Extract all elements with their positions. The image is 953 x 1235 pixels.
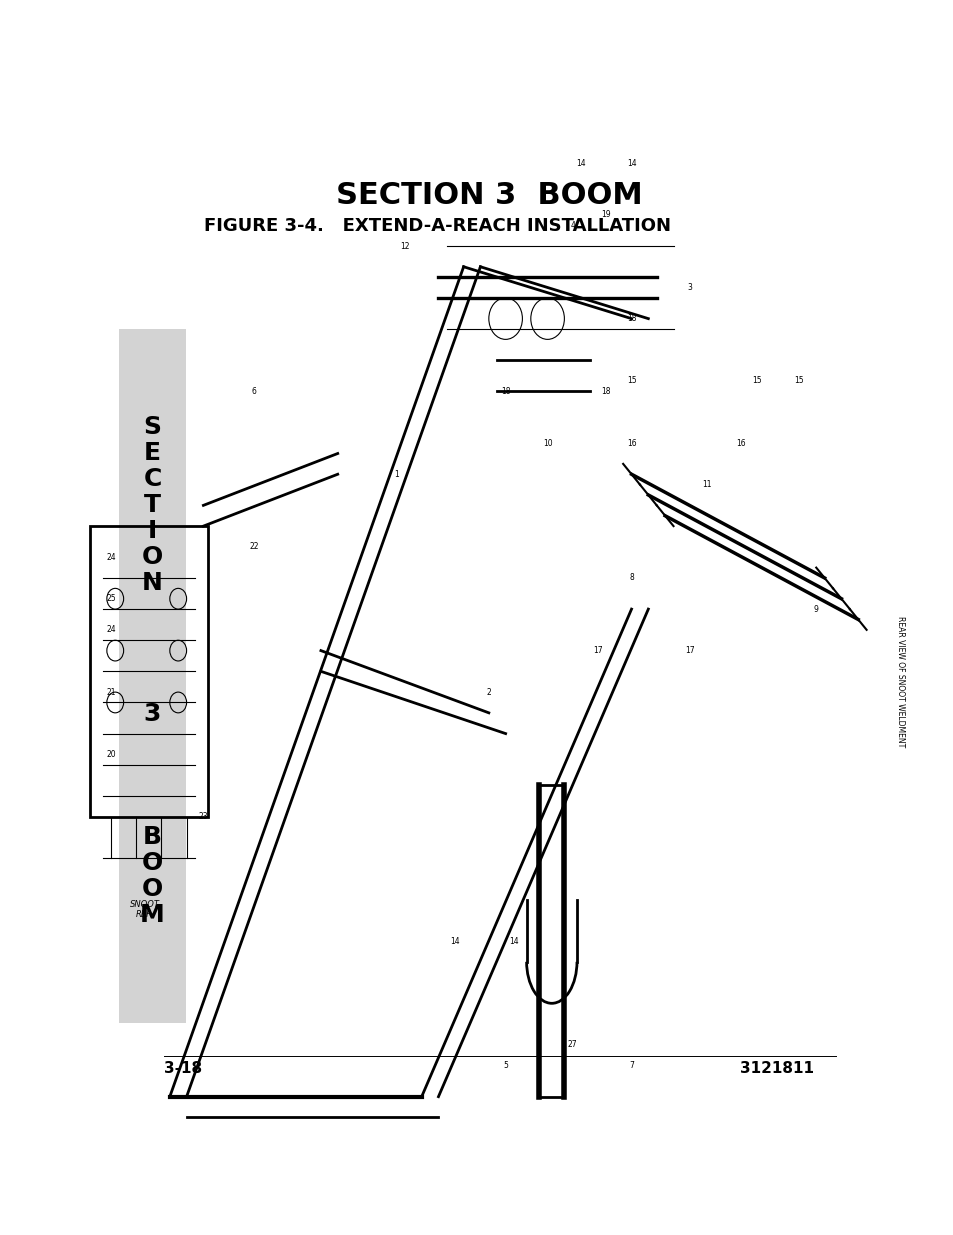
Text: REAR VIEW OF SNOOT WELDMENT: REAR VIEW OF SNOOT WELDMENT [895,616,903,747]
Text: 3121811: 3121811 [740,1061,813,1076]
Text: 25: 25 [106,594,115,603]
Text: 16: 16 [735,438,744,447]
Text: 14: 14 [576,158,585,168]
Text: 18: 18 [601,387,611,395]
Text: FIGURE 3-4.   EXTEND-A-REACH INSTALLATION: FIGURE 3-4. EXTEND-A-REACH INSTALLATION [204,216,671,235]
Text: 24: 24 [106,625,115,635]
Text: 2: 2 [486,688,491,697]
Text: 23: 23 [198,813,208,821]
Text: SECTION 3  BOOM: SECTION 3 BOOM [335,182,641,210]
Text: 15: 15 [752,377,761,385]
Text: 1: 1 [394,469,398,479]
Text: 3-18: 3-18 [164,1061,201,1076]
Text: 8: 8 [629,573,633,583]
Text: 15: 15 [626,377,636,385]
Text: 22: 22 [249,542,258,551]
Text: 3: 3 [144,701,161,726]
Text: 18: 18 [626,314,636,324]
Text: 17: 17 [685,646,695,655]
Text: 16: 16 [626,438,636,447]
Text: 4: 4 [570,221,575,230]
Text: SNOOT
REF.: SNOOT REF. [130,899,159,919]
Text: 14: 14 [450,936,459,946]
Circle shape [488,298,522,340]
Text: 14: 14 [509,936,518,946]
Text: 20: 20 [106,750,115,758]
Text: 24: 24 [106,553,115,562]
Text: 14: 14 [626,158,636,168]
Text: 21: 21 [106,688,115,697]
Text: 6: 6 [251,387,256,395]
Text: 17: 17 [593,646,602,655]
Text: 11: 11 [701,480,711,489]
Text: 12: 12 [399,242,409,251]
Text: 10: 10 [542,438,552,447]
Text: 15: 15 [794,377,803,385]
Text: 18: 18 [500,387,510,395]
FancyBboxPatch shape [119,329,186,1023]
Text: B
O
O
M: B O O M [140,825,165,926]
Text: 3: 3 [687,283,692,291]
Text: 5: 5 [502,1061,508,1070]
Circle shape [530,298,564,340]
Text: 7: 7 [628,1061,634,1070]
Text: 9: 9 [813,605,818,614]
Text: S
E
C
T
I
O
N: S E C T I O N [142,415,163,594]
Text: 27: 27 [567,1040,577,1050]
Text: 19: 19 [601,210,611,220]
Bar [90,526,208,816]
